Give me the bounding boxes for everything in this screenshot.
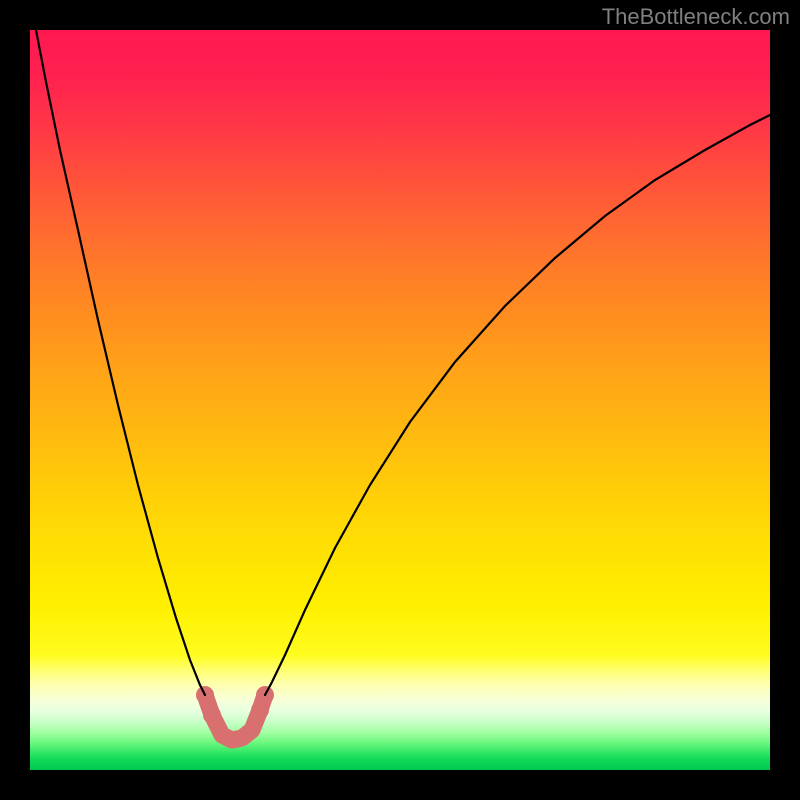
watermark-label: TheBottleneck.com xyxy=(602,4,790,30)
sweet-spot-marker xyxy=(203,706,221,724)
plot-background xyxy=(30,30,770,770)
bottleneck-chart xyxy=(0,0,800,800)
